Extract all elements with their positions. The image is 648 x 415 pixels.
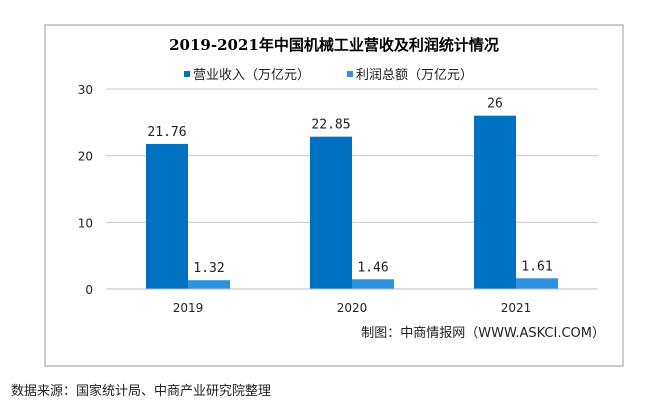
- x-tick-label: 2021: [501, 301, 532, 315]
- chart-credit: 制图：中商情报网（WWW.ASKCI.COM）: [361, 326, 605, 341]
- source-note: 数据来源：国家统计局、中商产业研究院整理: [11, 384, 272, 399]
- data-label: 21.76: [147, 125, 186, 140]
- y-tick-label: 10: [78, 216, 93, 230]
- bar-revenue-2019: [146, 143, 188, 289]
- legend-label: 营业收入（万亿元）: [193, 68, 310, 83]
- bar-revenue-2020: [310, 136, 352, 289]
- bar-revenue-2021: [474, 115, 516, 290]
- legend-swatch: [184, 71, 190, 77]
- x-tick-label: 2019: [173, 301, 204, 315]
- y-tick-label: 0: [85, 283, 93, 297]
- data-label: 26: [487, 97, 503, 112]
- legend-swatch: [347, 71, 353, 77]
- legend-label: 利润总额（万亿元）: [356, 68, 473, 83]
- legend: 营业收入（万亿元） 利润总额（万亿元）: [184, 68, 473, 83]
- bar-profit-2021: [516, 278, 558, 289]
- chart-title: 2019-2021年中国机械工业营收及利润统计情况: [169, 36, 499, 54]
- data-label: 1.61: [521, 259, 552, 274]
- bar-profit-2019: [188, 280, 230, 289]
- x-tick-label: 2020: [337, 301, 368, 315]
- bar-profit-2020: [352, 279, 394, 289]
- y-tick-label: 30: [78, 83, 93, 97]
- data-label: 22.85: [311, 118, 350, 133]
- y-tick-label: 20: [78, 150, 93, 164]
- data-label: 1.46: [357, 260, 388, 275]
- data-label: 1.32: [193, 261, 224, 276]
